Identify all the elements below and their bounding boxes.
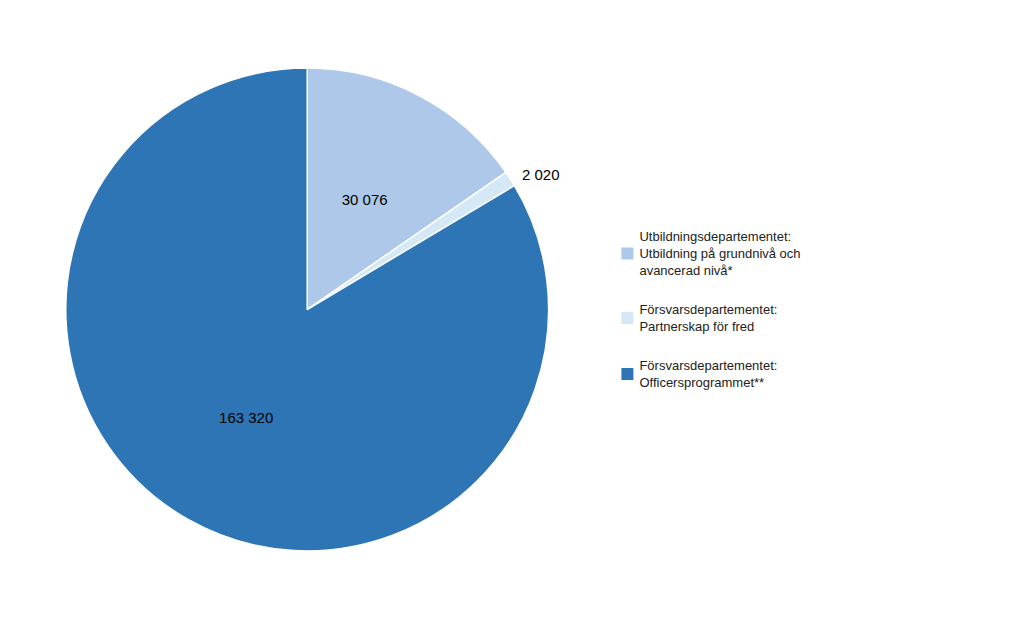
svg-text:Officersprogrammet**: Officersprogrammet** <box>639 375 764 390</box>
svg-text:Utbildningsdepartementet:: Utbildningsdepartementet: <box>639 229 791 244</box>
svg-text:Försvarsdepartementet:: Försvarsdepartementet: <box>639 302 777 317</box>
svg-text:avancerad nivå*: avancerad nivå* <box>639 263 732 278</box>
svg-text:30 076: 30 076 <box>342 191 388 208</box>
svg-text:2 020: 2 020 <box>522 166 560 183</box>
svg-text:163 320: 163 320 <box>219 409 273 426</box>
svg-text:Utbildning på grundnivå och: Utbildning på grundnivå och <box>639 246 800 261</box>
svg-text:Försvarsdepartementet:: Försvarsdepartementet: <box>639 358 777 373</box>
svg-text:Partnerskap för fred: Partnerskap för fred <box>639 319 754 334</box>
